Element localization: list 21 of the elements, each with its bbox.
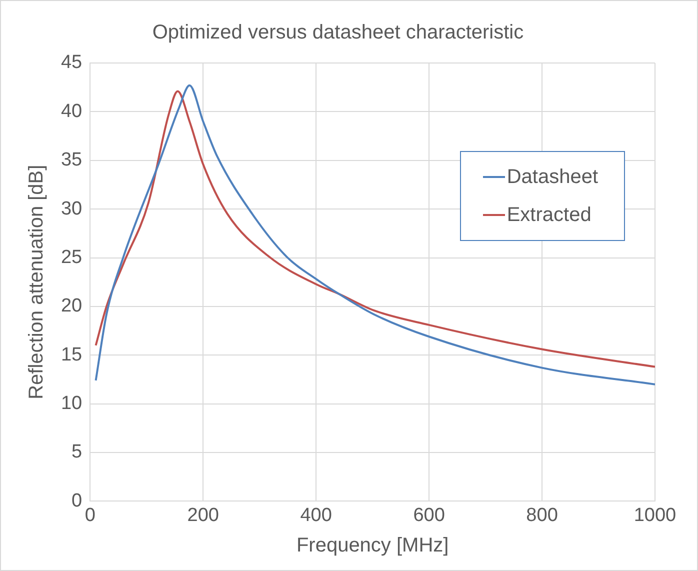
y-tick-label: 15 [60, 344, 82, 366]
x-axis-title: Frequency [MHz] [296, 534, 449, 557]
y-tick-label: 5 [72, 442, 82, 463]
x-tick-label: 800 [526, 504, 558, 526]
y-tick-label: 20 [60, 296, 82, 317]
chart-title: Optimized versus datasheet characteristic [152, 22, 524, 44]
x-tick-label: 400 [300, 504, 332, 526]
x-tick-label: 1000 [634, 504, 676, 526]
x-tick-label: 0 [84, 504, 96, 526]
legend-label: Extracted [506, 203, 592, 228]
legend-label: Datasheet [506, 165, 598, 190]
y-tick-label: 0 [72, 490, 82, 512]
y-tick-label: 40 [60, 100, 82, 122]
y-tick-label: 25 [60, 246, 82, 268]
y-axis-title: Reflection attenuation [dB] [26, 164, 48, 400]
y-tick-label: 35 [60, 150, 82, 171]
y-tick-label: 10 [60, 393, 82, 414]
y-tick-label: 45 [60, 52, 82, 74]
y-tick-label: 30 [60, 198, 82, 220]
x-tick-label: 600 [413, 504, 445, 526]
x-tick-label: 200 [187, 504, 219, 526]
